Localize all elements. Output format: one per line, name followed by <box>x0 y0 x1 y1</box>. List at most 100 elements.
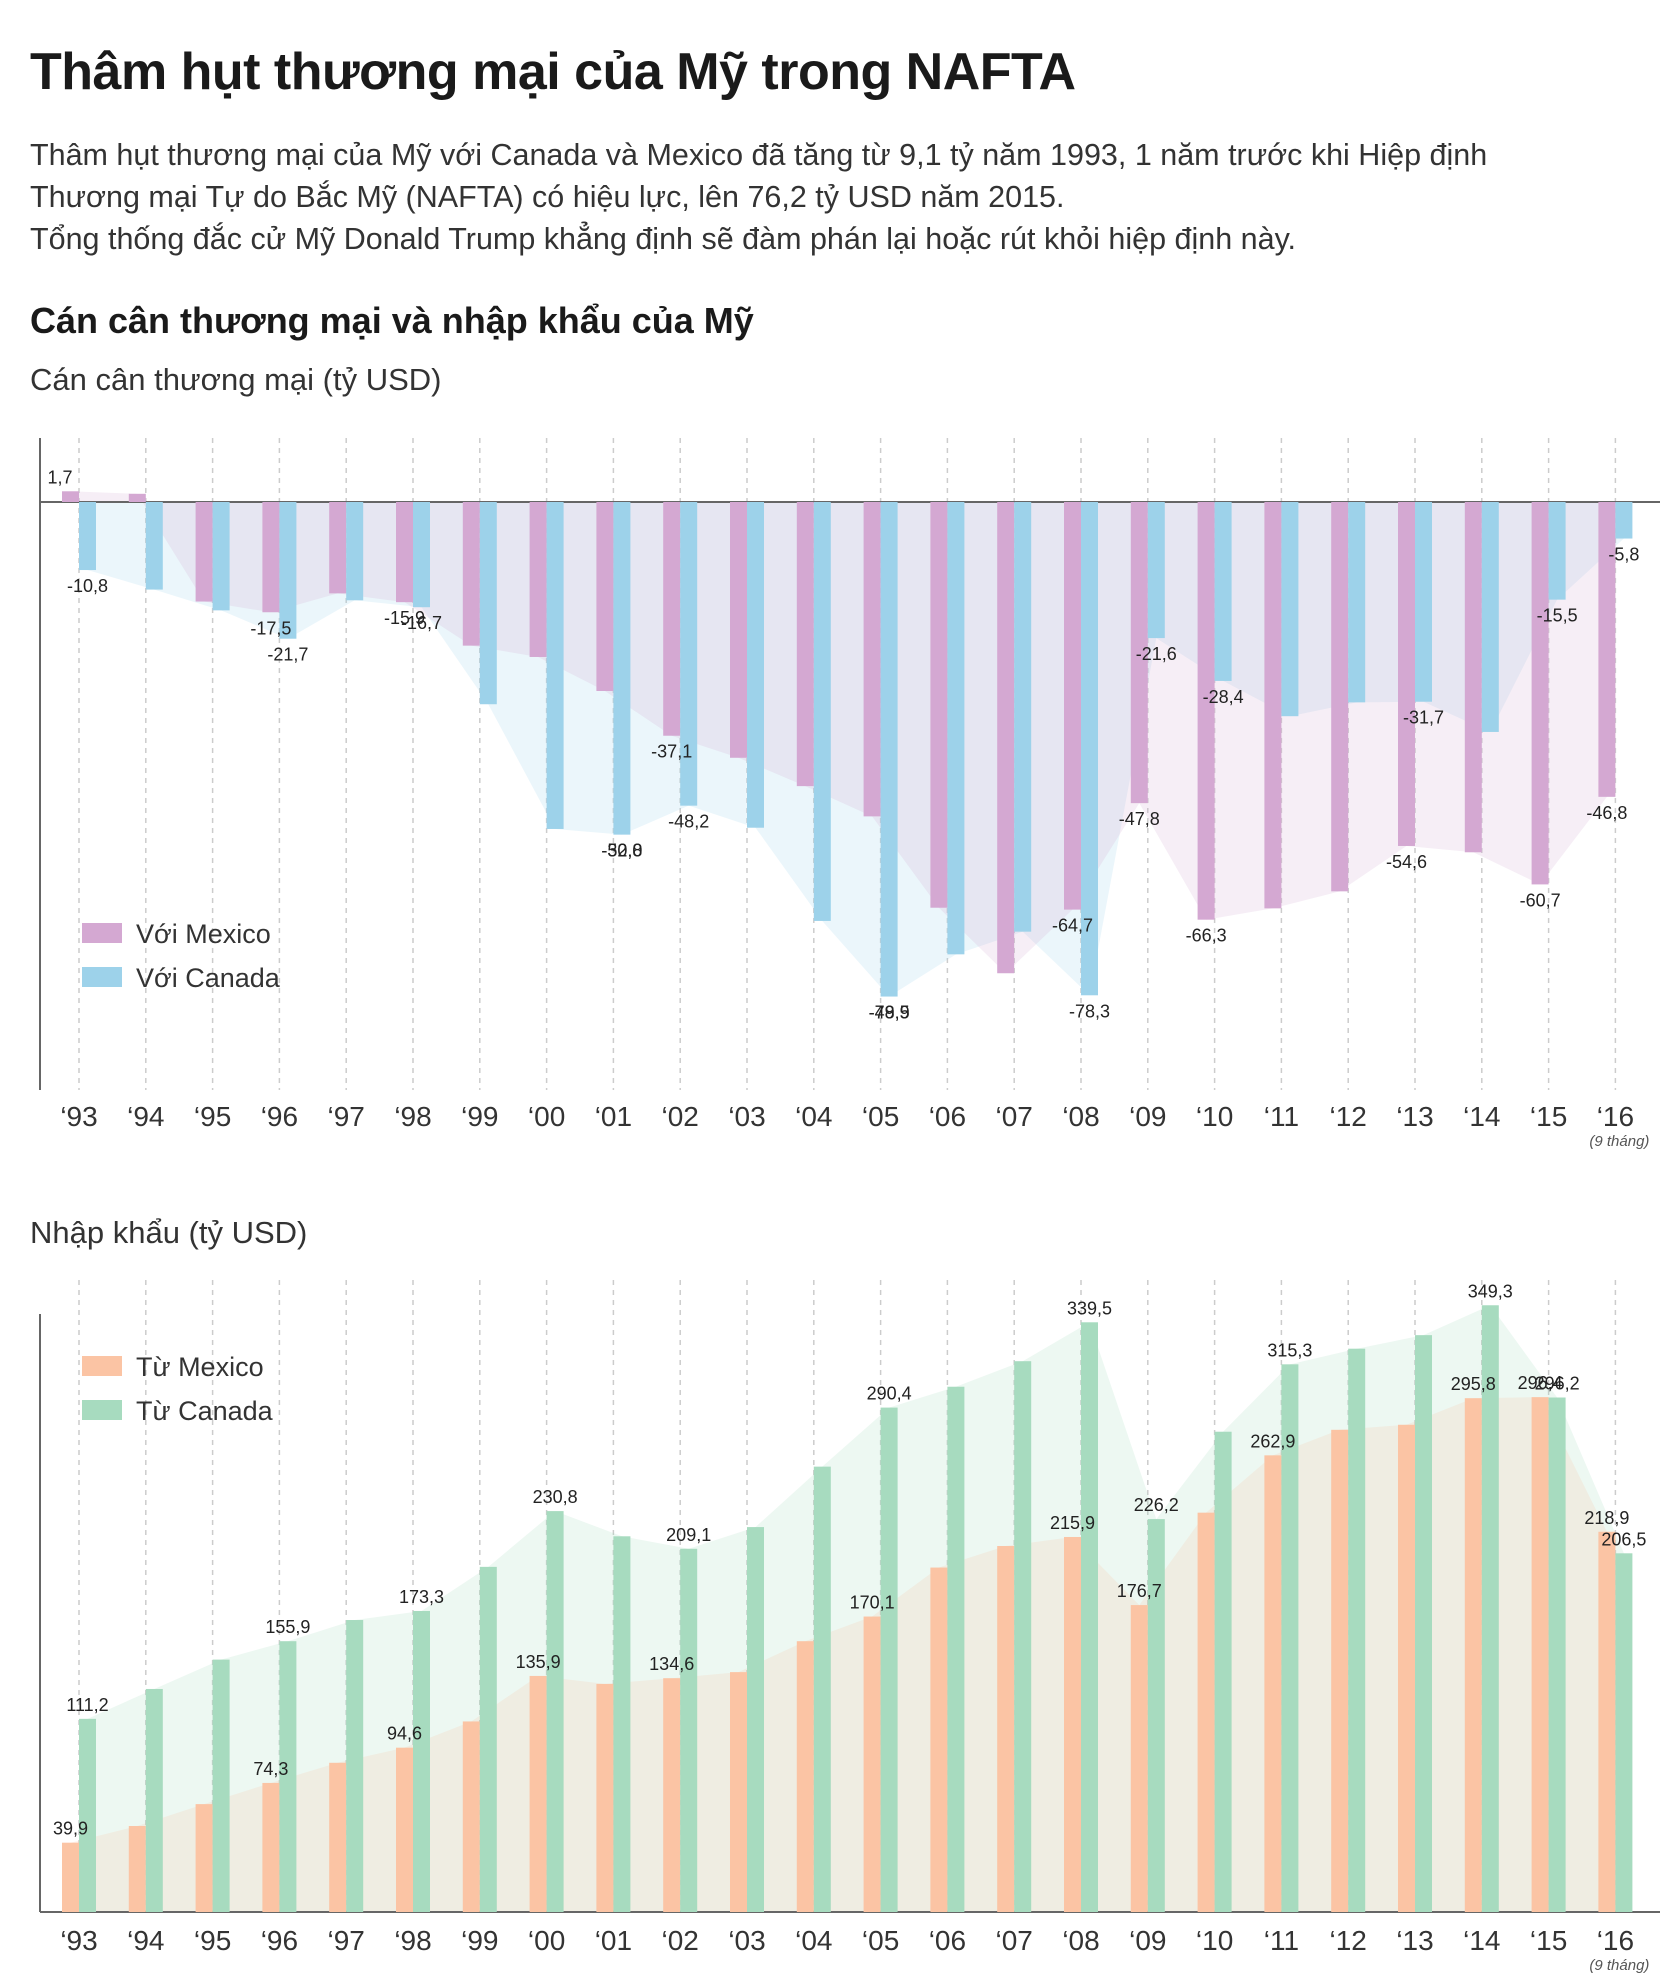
mexico-balance-bar <box>863 502 881 817</box>
mexico-balance-bar <box>1531 502 1549 885</box>
canada-balance-label: -78,5 <box>869 1003 910 1023</box>
year-label: ‘10 <box>1196 1101 1233 1132</box>
mexico-import-label: 176,7 <box>1117 1581 1162 1601</box>
canada-balance-bar <box>947 502 965 955</box>
year-label: ‘05 <box>862 1101 899 1132</box>
canada-balance-bar <box>747 502 764 828</box>
year-label: ‘93 <box>60 1925 97 1956</box>
canada-balance-bar <box>479 502 497 705</box>
year-label: ‘94 <box>127 1101 164 1132</box>
canada-balance-bar <box>1214 502 1232 681</box>
year-label: ‘96 <box>261 1101 298 1132</box>
mexico-import-label: 39,9 <box>53 1819 88 1839</box>
mexico-import-bar <box>930 1567 948 1912</box>
canada-balance-bar <box>613 502 631 835</box>
canada-balance-bar <box>79 502 96 571</box>
mexico-import-bar <box>596 1683 614 1912</box>
canada-import-bar <box>1481 1305 1499 1912</box>
mexico-balance-label: -47,8 <box>1119 809 1160 829</box>
year-label: ‘09 <box>1129 1925 1166 1956</box>
year-label: ‘00 <box>528 1925 565 1956</box>
year-label: ‘04 <box>795 1925 832 1956</box>
legend-canada-import-label: Từ Canada <box>136 1396 274 1426</box>
canada-import-bar <box>413 1610 430 1912</box>
year-label: ‘00 <box>528 1101 565 1132</box>
year-label: ‘05 <box>862 1925 899 1956</box>
mexico-balance-bar <box>1398 502 1415 846</box>
canada-import-label: 349,3 <box>1468 1281 1513 1301</box>
canada-import-label: 296,2 <box>1535 1374 1580 1394</box>
year-label: ‘13 <box>1396 1925 1433 1956</box>
canada-balance-label: -30,0 <box>601 841 642 861</box>
mexico-balance-bar <box>1197 502 1215 920</box>
mexico-import-label: 215,9 <box>1050 1513 1095 1533</box>
year-label: ‘10 <box>1196 1925 1233 1956</box>
year-label: ‘01 <box>595 1101 632 1132</box>
mexico-balance-label: -60,7 <box>1520 890 1561 910</box>
intro-line-1: Thâm hụt thương mại của Mỹ với Canada và… <box>30 138 1488 172</box>
canada-import-label: 290,4 <box>867 1384 912 1404</box>
canada-import-bar <box>546 1511 564 1912</box>
canada-balance-bar <box>680 502 698 806</box>
mexico-import-bar <box>262 1782 280 1912</box>
mexico-import-bar <box>1598 1531 1616 1912</box>
intro-text: Thâm hụt thương mại của Mỹ với Canada và… <box>30 134 1630 260</box>
mexico-balance-bar <box>262 502 280 613</box>
canada-import-bar <box>1281 1364 1299 1912</box>
year-label: ‘09 <box>1129 1101 1166 1132</box>
canada-import-label: 155,9 <box>265 1617 310 1637</box>
imports-chart: 39,9 74,3 94,6 135,9 134,6 170,1 215,9 176,7 262… <box>39 1280 1660 1974</box>
canada-import-label: 209,1 <box>666 1525 711 1545</box>
mexico-balance-bar <box>396 502 413 603</box>
year-label: ‘01 <box>595 1925 632 1956</box>
mexico-import-bar <box>195 1804 213 1912</box>
canada-balance-bar <box>1548 502 1566 600</box>
mexico-balance-bar <box>997 502 1015 974</box>
year-label: ‘02 <box>662 1101 699 1132</box>
mexico-balance-bar <box>596 502 614 691</box>
canada-balance-label: -49,9 <box>869 1003 910 1023</box>
mexico-import-bar <box>796 1641 814 1912</box>
canada-import-label: 173,3 <box>399 1587 444 1607</box>
year-label: ‘16 <box>1597 1101 1634 1132</box>
canada-import-bar <box>1014 1361 1032 1912</box>
canada-import-bar <box>1548 1397 1566 1912</box>
mexico-balance-label: -54,6 <box>1386 852 1427 872</box>
mexico-balance-bar <box>730 502 747 758</box>
mexico-balance-bar <box>462 502 480 646</box>
year-label: ‘16 <box>1597 1925 1634 1956</box>
year-label: ‘08 <box>1062 1101 1099 1132</box>
mexico-balance-bar <box>1064 502 1081 910</box>
year-label: ‘97 <box>328 1101 365 1132</box>
mexico-import-bar <box>1464 1398 1482 1912</box>
canada-balance-label: -78,3 <box>1069 1001 1110 1021</box>
mexico-import-bar <box>128 1826 146 1912</box>
mexico-balance-label: -64,7 <box>1052 916 1093 936</box>
mexico-import-bar <box>1331 1429 1349 1912</box>
canada-balance-label: -15,5 <box>1537 606 1578 626</box>
year-label: ‘99 <box>461 1101 498 1132</box>
canada-import-label: 226,2 <box>1134 1495 1179 1515</box>
mexico-import-bar <box>462 1721 480 1912</box>
canada-balance-bar <box>1281 502 1299 717</box>
mexico-balance-label: 1,7 <box>47 467 72 487</box>
legend-mexico-label: Với Mexico <box>136 919 271 949</box>
canada-balance-bar <box>279 502 297 639</box>
year-label: ‘14 <box>1463 1925 1500 1956</box>
year-label: ‘12 <box>1330 1925 1367 1956</box>
mexico-import-bar <box>1398 1424 1415 1912</box>
intro-line-3: Tổng thống đắc cử Mỹ Donald Trump khẳng … <box>30 222 1297 256</box>
year-label: ‘96 <box>261 1925 298 1956</box>
canada-balance-bar <box>880 502 898 997</box>
canada-balance-label: -16,7 <box>401 613 442 633</box>
canada-import-bar <box>680 1548 698 1912</box>
mexico-balance-label: -15,9 <box>384 608 425 628</box>
mexico-balance-bar <box>663 502 681 736</box>
year-label: ‘08 <box>1062 1925 1099 1956</box>
canada-import-bar <box>279 1641 297 1912</box>
year-label: ‘03 <box>728 1925 765 1956</box>
year-label: ‘98 <box>394 1925 431 1956</box>
year-label: ‘94 <box>127 1925 164 1956</box>
year-label: ‘99 <box>461 1925 498 1956</box>
legend-mexico-import-label: Từ Mexico <box>136 1352 264 1382</box>
